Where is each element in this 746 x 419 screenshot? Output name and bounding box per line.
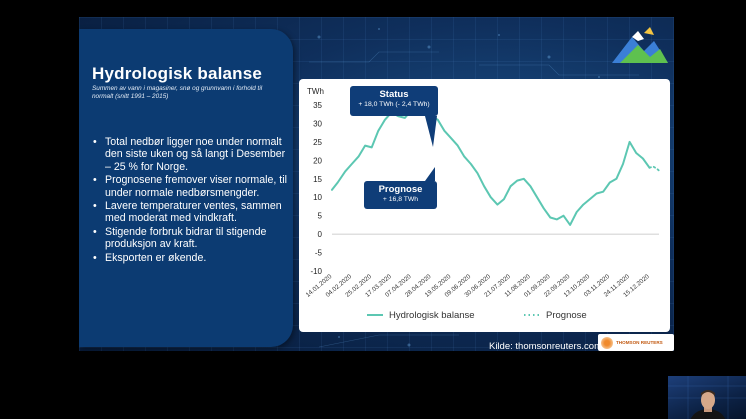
series-line-prognose <box>648 165 662 173</box>
bullet-item: Lavere temperaturer ventes, sammen med m… <box>92 200 288 225</box>
bullet-item: Eksporten er økende. <box>92 252 288 265</box>
reuters-logo-icon <box>601 336 613 349</box>
status-callout-value: + 18,0 TWh (- 2,4 TWh) <box>358 101 430 108</box>
y-tick-label: 20 <box>313 156 322 165</box>
y-tick-label: 25 <box>313 138 322 147</box>
prognose-callout-title: Prognose <box>378 184 423 195</box>
source-label: Kilde: thomsonreuters.com <box>489 341 602 351</box>
slide-subtitle: Summen av vann i magasiner, snø og grunn… <box>92 85 263 100</box>
y-tick-label: -10 <box>310 267 322 276</box>
prognose-callout-value: + 16,8 TWh <box>382 196 419 203</box>
series-line-hydrologisk-balanse <box>331 109 651 226</box>
y-tick-label: -5 <box>315 249 323 258</box>
mountain-logo-icon <box>612 27 668 63</box>
status-callout-title: Status <box>379 89 409 100</box>
y-axis-label: TWh <box>307 87 324 96</box>
chart-card: TWh -10 -5 0 5 10 15 20 25 30 35 14.01.2020 04.02.20… <box>299 79 670 332</box>
prognose-callout: Prognose + 16,8 TWh <box>364 181 437 209</box>
y-tick-label: 0 <box>318 230 323 239</box>
presentation-slide: Hydrologisk balanse Summen av vann i mag… <box>79 17 674 351</box>
status-callout: Status + 18,0 TWh (- 2,4 TWh) <box>350 86 438 116</box>
bullet-item: Total nedbør ligger noe under normalt de… <box>92 136 288 173</box>
y-tick-label: 30 <box>313 119 322 128</box>
line-chart: TWh-10-50510152025303514.01.202004.02.20… <box>305 87 662 321</box>
y-tick-label: 15 <box>313 175 322 184</box>
y-tick-label: 35 <box>313 101 322 110</box>
reuters-logo-text: THOMSON REUTERS <box>616 340 663 345</box>
y-tick-label: 5 <box>318 212 323 221</box>
slide-title: Hydrologisk balanse <box>92 64 263 83</box>
bullet-item: Stigende forbruk bidrar til stigende pro… <box>92 226 288 251</box>
legend-label: Prognose <box>546 310 587 321</box>
legend-label: Hydrologisk balanse <box>389 310 475 321</box>
bullet-item: Prognosene fremover viser normale, til u… <box>92 174 288 199</box>
thomson-reuters-logo: THOMSON REUTERS <box>598 334 674 351</box>
webcam-feed <box>668 376 746 419</box>
presenter-video <box>668 376 746 419</box>
bullet-list: Total nedbør ligger noe under normalt de… <box>92 136 288 265</box>
y-tick-label: 10 <box>313 193 322 202</box>
